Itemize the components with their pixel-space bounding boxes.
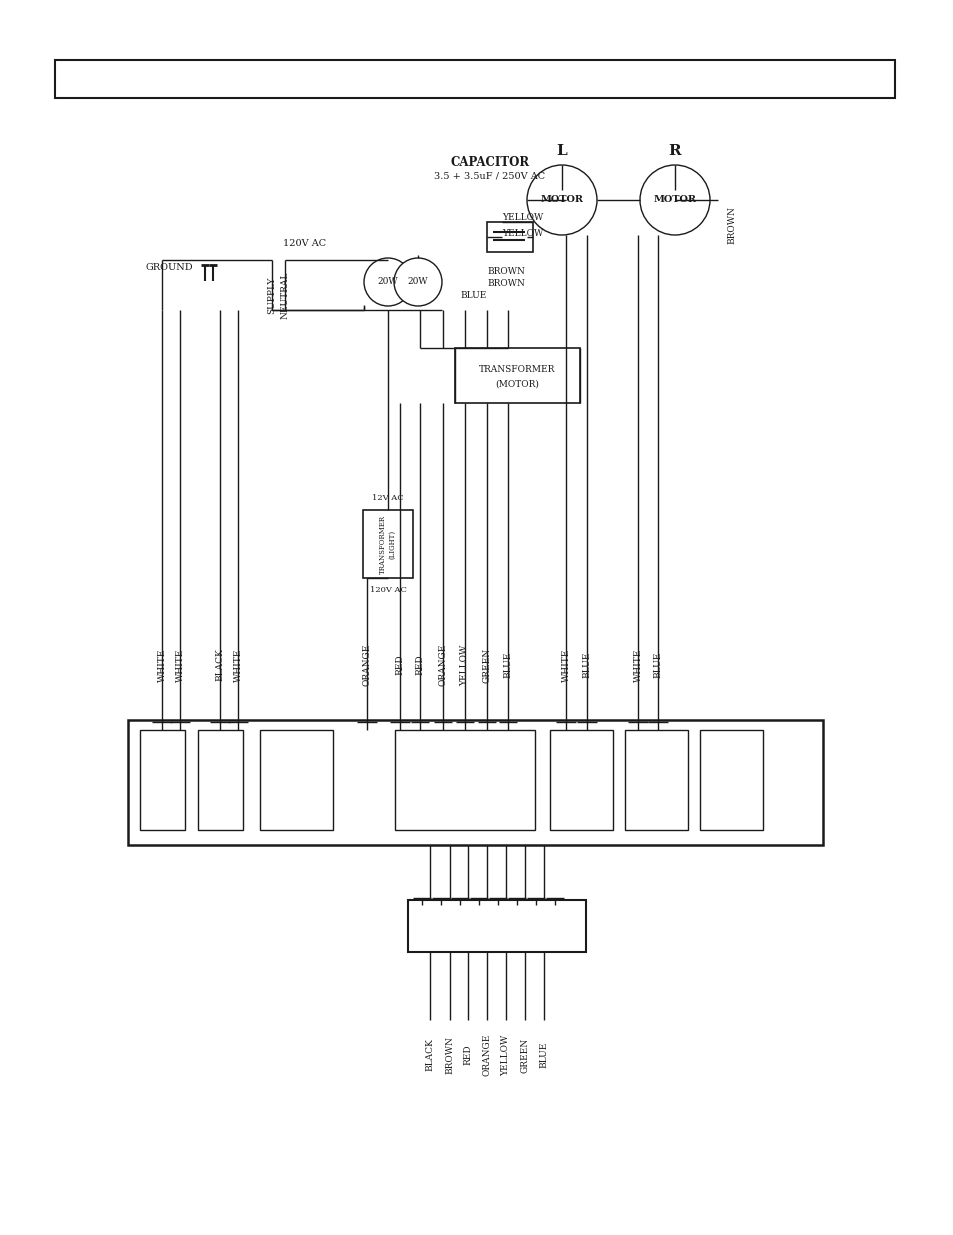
- Text: 120V AC: 120V AC: [283, 238, 326, 247]
- Circle shape: [394, 258, 441, 306]
- Text: BLUE: BLUE: [459, 291, 486, 300]
- Bar: [363, 510, 413, 578]
- Text: YELLOW: YELLOW: [460, 645, 469, 685]
- Text: BLACK: BLACK: [215, 648, 224, 682]
- Bar: [486, 222, 533, 252]
- Text: BLUE: BLUE: [503, 652, 512, 678]
- Text: ORANGE: ORANGE: [438, 643, 447, 687]
- Text: GROUND: GROUND: [145, 263, 193, 273]
- Text: BROWN: BROWN: [445, 1036, 454, 1074]
- Text: L: L: [556, 144, 567, 158]
- Text: BLUE: BLUE: [539, 1042, 548, 1068]
- Text: BLACK: BLACK: [425, 1039, 434, 1072]
- Bar: [260, 730, 333, 830]
- Text: ORANGE: ORANGE: [362, 643, 371, 687]
- Text: WHITE: WHITE: [233, 648, 242, 682]
- Text: GREEN: GREEN: [482, 647, 491, 683]
- Text: R: R: [668, 144, 680, 158]
- Text: 12V AC: 12V AC: [372, 494, 403, 501]
- Circle shape: [364, 258, 412, 306]
- Bar: [395, 730, 535, 830]
- Text: YELLOW: YELLOW: [501, 214, 542, 222]
- Text: 20W: 20W: [377, 278, 398, 287]
- Bar: [455, 348, 579, 403]
- Bar: [408, 900, 585, 952]
- Text: RED: RED: [416, 655, 424, 676]
- Text: WHITE: WHITE: [157, 648, 167, 682]
- Text: NEUTRAL: NEUTRAL: [280, 272, 289, 319]
- Bar: [198, 730, 243, 830]
- Text: MOTOR: MOTOR: [540, 195, 583, 205]
- Text: SUPPLY: SUPPLY: [267, 277, 276, 314]
- Text: TRANSFORMER
(LIGHT): TRANSFORMER (LIGHT): [379, 515, 396, 573]
- Text: CAPACITOR: CAPACITOR: [450, 157, 529, 169]
- Text: TRANSFORMER: TRANSFORMER: [478, 366, 555, 374]
- Circle shape: [639, 165, 709, 235]
- Text: WHITE: WHITE: [561, 648, 570, 682]
- Circle shape: [526, 165, 597, 235]
- Text: MOTOR: MOTOR: [653, 195, 696, 205]
- Text: YELLOW: YELLOW: [501, 228, 542, 237]
- Text: 20W: 20W: [407, 278, 428, 287]
- Text: BROWN: BROWN: [486, 268, 524, 277]
- Text: 120V AC: 120V AC: [369, 585, 406, 594]
- Text: 3.5 + 3.5uF / 250V AC: 3.5 + 3.5uF / 250V AC: [434, 172, 545, 180]
- Text: BLUE: BLUE: [653, 652, 661, 678]
- Text: WHITE: WHITE: [175, 648, 184, 682]
- Text: YELLOW: YELLOW: [501, 1035, 510, 1076]
- Bar: [55, 61, 894, 98]
- Bar: [550, 730, 613, 830]
- Bar: [700, 730, 762, 830]
- Text: RED: RED: [395, 655, 404, 676]
- Text: BROWN: BROWN: [727, 206, 736, 245]
- Bar: [128, 720, 822, 845]
- Text: RED: RED: [463, 1045, 472, 1066]
- Text: GREEN: GREEN: [520, 1037, 529, 1072]
- Text: WHITE: WHITE: [633, 648, 641, 682]
- Bar: [140, 730, 185, 830]
- Text: ORANGE: ORANGE: [482, 1034, 491, 1076]
- Bar: [624, 730, 687, 830]
- Text: (MOTOR): (MOTOR): [495, 379, 538, 389]
- Text: BLUE: BLUE: [582, 652, 591, 678]
- Text: BROWN: BROWN: [486, 279, 524, 288]
